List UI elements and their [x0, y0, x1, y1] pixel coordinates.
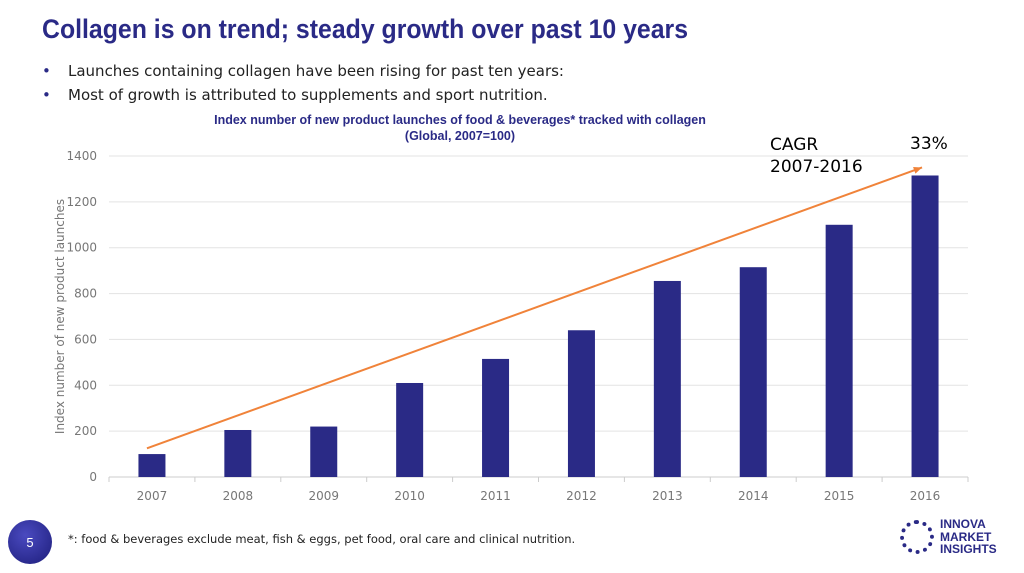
y-tick-label: 600: [74, 332, 97, 346]
x-tick-label: 2016: [910, 489, 941, 503]
logo-dots-icon: [900, 519, 934, 554]
x-tick-label: 2007: [137, 489, 168, 503]
x-tick-label: 2009: [308, 489, 339, 503]
chart-subtitle: (Global, 2007=100): [404, 129, 516, 143]
bar-2011: [482, 358, 510, 477]
chart-title-text: Index number of new product launches of …: [214, 113, 706, 127]
logo-line: INNOVA: [940, 517, 986, 531]
bar-2016: [911, 175, 939, 477]
y-tick-label: 800: [74, 287, 97, 301]
x-tick-label: 2013: [652, 489, 683, 503]
chart-title: Index number of new product launches of …: [180, 112, 740, 144]
bullet-text: Most of growth is attributed to suppleme…: [68, 86, 548, 104]
y-tick-label: 1200: [66, 195, 97, 209]
bar-2015: [825, 224, 853, 477]
y-tick-label: 400: [74, 378, 97, 392]
y-tick-label: 1400: [66, 149, 97, 163]
bullet-icon: •: [42, 62, 51, 80]
cagr-value: 33%: [910, 134, 948, 154]
bar-2010: [396, 382, 424, 477]
bar-2008: [224, 429, 252, 477]
x-tick-label: 2012: [566, 489, 597, 503]
bullet-text: Launches containing collagen have been r…: [68, 62, 564, 80]
cagr-label-2: 2007-2016: [770, 157, 863, 177]
trend-arrow-line: [146, 166, 923, 450]
bar-2009: [310, 426, 338, 477]
x-tick-label: 2010: [394, 489, 425, 503]
logo-line: INSIGHTS: [940, 542, 997, 556]
bullet-icon: •: [42, 86, 51, 104]
innova-logo: INNOVA MARKET INSIGHTS: [900, 518, 997, 556]
bullet-item: • Launches containing collagen have been …: [42, 62, 564, 86]
y-tick-label: 1000: [66, 241, 97, 255]
bullet-list: • Launches containing collagen have been …: [42, 62, 564, 110]
cagr-label: CAGR 2007-2016: [770, 134, 863, 178]
y-tick-label: 0: [89, 470, 97, 484]
page-number-badge: 5: [8, 520, 52, 564]
y-tick-label: 200: [74, 424, 97, 438]
bar-2012: [567, 330, 595, 477]
cagr-label-1: CAGR: [770, 135, 819, 155]
x-tick-label: 2008: [223, 489, 254, 503]
logo-line: MARKET: [940, 529, 992, 544]
bar-2007: [138, 454, 166, 477]
arrowhead-icon: [913, 166, 923, 174]
bar-2014: [739, 267, 767, 477]
x-tick-label: 2011: [480, 489, 511, 503]
y-axis-label: Index number of new product launches: [53, 199, 67, 434]
x-tick-label: 2015: [824, 489, 855, 503]
x-tick-label: 2014: [738, 489, 769, 503]
bullet-item: • Most of growth is attributed to supplem…: [42, 86, 564, 110]
footnote: *: food & beverages exclude meat, fish &…: [68, 532, 576, 546]
bar-2013: [653, 280, 681, 477]
slide-title: Collagen is on trend; steady growth over…: [42, 14, 689, 44]
